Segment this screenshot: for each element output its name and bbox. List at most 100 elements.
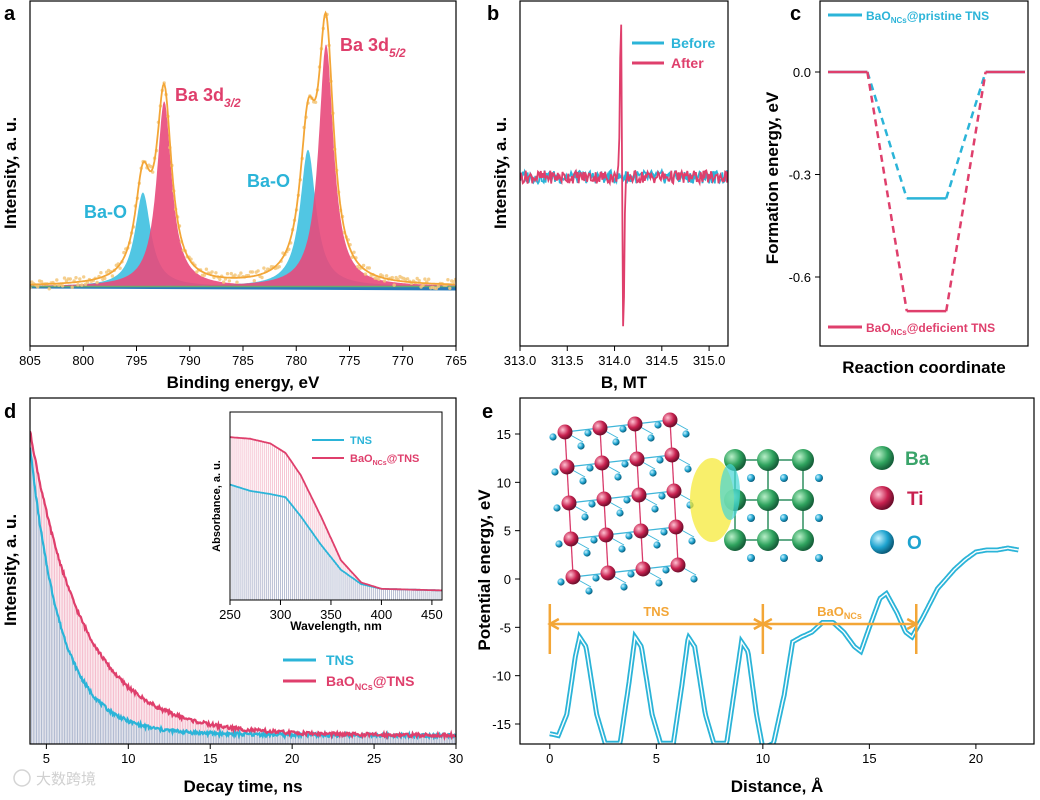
crystal-oxygen-atom	[585, 587, 593, 595]
panel-a-label: a	[4, 3, 16, 25]
panel-a-data-point	[361, 263, 366, 268]
crystal-titanium-atom	[664, 447, 680, 463]
panel-b-legend: Before After	[632, 35, 716, 71]
panel-a-data-point	[377, 277, 381, 281]
crystal-titanium-atom	[666, 483, 682, 499]
panel-a-data-point	[277, 265, 281, 269]
crystal-oxygen-atom	[553, 504, 561, 512]
crystal-titanium-atom	[629, 451, 645, 467]
crystal-oxygen-atom	[815, 514, 823, 522]
panel-b-epr-chart: b 313.0 313.5 314.0 314.5 315.0 B, MT Intens…	[487, 0, 729, 392]
panel-c-x-axis-title: Reaction coordinate	[842, 358, 1005, 377]
panel-a-data-point	[229, 271, 233, 276]
panel-a-data-point	[95, 280, 99, 285]
panel-a-x-tick-label-4: 785	[232, 353, 254, 368]
panel-a-data-point	[218, 277, 222, 281]
panel-e-atom-legend: Ba Ti O	[870, 446, 930, 554]
legend-ti-label: Ti	[907, 489, 924, 510]
panel-c-label: c	[790, 3, 801, 25]
crystal-titanium-atom	[631, 487, 647, 503]
crystal-oxygen-atom	[653, 541, 661, 549]
panel-e-y-tick-label-0: 15	[497, 427, 511, 442]
panel-a-data-point	[76, 283, 80, 287]
crystal-oxygen-atom	[690, 575, 698, 583]
crystal-oxygen-atom	[579, 477, 587, 485]
panel-e-y-tick-label-2: 5	[504, 524, 511, 539]
crystal-barium-atom	[792, 449, 814, 471]
crystal-oxygen-atom	[747, 514, 755, 522]
panel-e-region-label-1: BaONCs	[817, 604, 862, 621]
panel-a-data-point	[405, 277, 410, 281]
panel-c-legend-pristine: BaONCs@pristine TNS	[828, 9, 989, 25]
panel-a-x-tick-label-2: 795	[126, 353, 148, 368]
panel-d-x-tick-label-0: 5	[43, 751, 50, 766]
panel-b-frame	[519, 0, 729, 347]
panel-b-x-tick-label-0: 313.0	[504, 353, 537, 368]
crystal-barium-atom	[757, 489, 779, 511]
panel-a-data-point	[36, 285, 40, 289]
panel-a-data-point	[392, 283, 396, 287]
crystal-titanium-atom	[627, 416, 643, 432]
panel-a-x-axis-title: Binding energy, eV	[167, 373, 320, 392]
panel-a-data-point	[417, 278, 421, 283]
panel-e-y-axis-title: Potential energy, eV	[475, 489, 494, 651]
panel-a-x-tick-label-0: 805	[19, 353, 41, 368]
crystal-titanium-atom	[592, 420, 608, 436]
panel-b-label: b	[487, 3, 499, 25]
panel-a-x-tick-label-3: 790	[179, 353, 201, 368]
panel-d-y-axis-title: Intensity, a. u.	[1, 514, 20, 626]
panel-e-crystal-structure	[549, 412, 823, 595]
crystal-titanium-atom	[600, 565, 616, 581]
panel-d-x-tick-label-3: 20	[285, 751, 299, 766]
panel-c-legend-deficient: BaONCs@deficient TNS	[828, 321, 995, 337]
panel-a-data-point	[99, 271, 103, 275]
crystal-titanium-atom	[563, 531, 579, 547]
panel-e-x-tick-label-1: 5	[653, 751, 660, 766]
panel-a-data-point	[446, 278, 450, 282]
crystal-oxygen-atom	[651, 505, 659, 513]
crystal-oxygen-atom	[625, 532, 633, 540]
crystal-titanium-atom	[668, 519, 684, 535]
panel-b-x-tick-label-3: 314.5	[646, 353, 679, 368]
crystal-titanium-atom	[670, 557, 686, 573]
panel-e-x-axis-title: Distance, Å	[731, 777, 824, 796]
crystal-oxygen-atom	[584, 429, 592, 437]
crystal-oxygen-atom	[621, 460, 629, 468]
crystal-oxygen-atom	[549, 433, 557, 441]
panel-d-inset-x-tick-label-2: 350	[320, 607, 342, 622]
panel-b-y-axis-title: Intensity, a. u.	[491, 117, 510, 229]
panel-e-x-tick-label-3: 15	[862, 751, 876, 766]
crystal-oxygen-atom	[614, 473, 622, 481]
legend-o-label: O	[907, 533, 922, 554]
panel-a-x-tick-label-7: 770	[392, 353, 414, 368]
panel-d-x-tick-label-5: 30	[449, 751, 463, 766]
panel-a-data-point	[436, 284, 440, 289]
panel-a-data-point	[47, 287, 51, 291]
panel-e-y-tick-label-6: -15	[492, 717, 511, 732]
panel-c-y-axis-title: Formation energy, eV	[763, 91, 782, 264]
legend-o-ball	[870, 530, 894, 554]
watermark: 大数跨境	[13, 769, 96, 788]
crystal-oxygen-atom	[612, 438, 620, 446]
charge-density-cyan	[720, 464, 740, 520]
panel-a-data-point	[390, 275, 394, 280]
crystal-barium-atom	[724, 529, 746, 551]
panel-b-series-after	[520, 24, 728, 327]
panel-a-data-point	[210, 270, 214, 274]
panel-a-data-point	[80, 283, 84, 287]
crystal-atoms	[549, 412, 823, 595]
panel-a-data-point	[448, 286, 452, 290]
panel-c-y-tick-label-2: -0.6	[789, 270, 811, 285]
panel-a-x-tick-label-6: 775	[339, 353, 361, 368]
panel-a-data-point	[221, 280, 226, 284]
panel-a-data-point	[214, 271, 218, 275]
panel-d-inset-legend-bao: BaONCs@TNS	[350, 453, 419, 467]
panel-a-data-point	[74, 276, 78, 280]
panel-c-series-0-ascent	[945, 71, 987, 199]
panel-c-series-1-ascent	[944, 71, 987, 312]
panel-c-y-tick-label-1: -0.3	[789, 168, 811, 183]
panel-a-envelope-line	[30, 10, 456, 286]
panel-e-y-tick-label-1: 10	[497, 475, 511, 490]
panel-a-x-tick-label-5: 780	[285, 353, 307, 368]
crystal-titanium-atom	[565, 569, 581, 585]
